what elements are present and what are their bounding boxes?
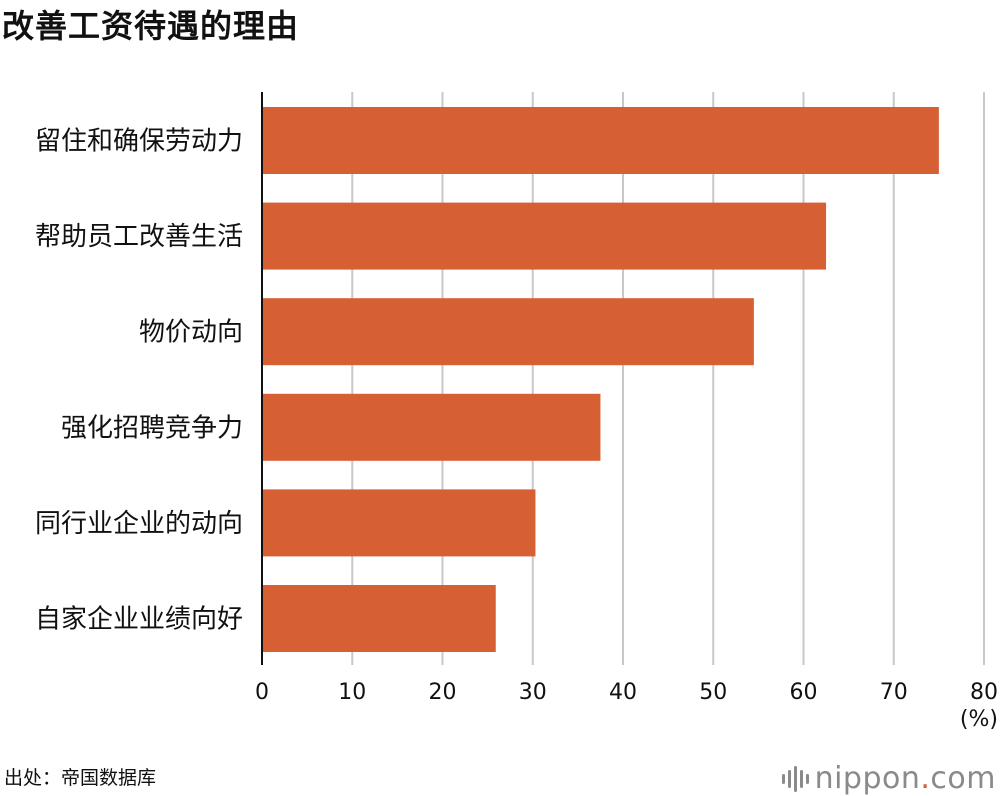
bar — [262, 585, 496, 652]
logo-wordmark: nippon. com — [815, 764, 996, 794]
category-label: 强化招聘竞争力 — [61, 413, 243, 443]
x-tick-label: 50 — [699, 680, 727, 705]
source-note: 出处：帝国数据库 — [4, 767, 157, 789]
bar — [262, 393, 601, 461]
category-label: 留住和确保劳动力 — [35, 127, 243, 157]
category-label: 物价动向 — [139, 318, 243, 348]
x-tick-label: 70 — [880, 680, 908, 705]
category-label: 自家企业业绩向好 — [35, 605, 243, 635]
x-tick-label: 20 — [429, 680, 457, 705]
bar — [262, 298, 754, 366]
logo-tld-text: com — [930, 761, 996, 796]
bars — [262, 107, 939, 652]
category-labels: 留住和确保劳动力帮助员工改善生活物价动向强化招聘竞争力同行业企业的动向自家企业业… — [35, 127, 243, 635]
logo-mark-icon — [781, 766, 809, 792]
x-tick-label: 60 — [790, 680, 818, 705]
x-tick-label: 0 — [255, 680, 269, 705]
bar — [262, 202, 827, 270]
x-tick-label: 80 — [970, 680, 998, 705]
x-axis-ticks: 0 10 20 30 40 50 60 70 80 — [255, 680, 998, 705]
gridlines — [351, 92, 985, 665]
category-label: 帮助员工改善生活 — [35, 222, 243, 252]
category-label: 同行业企业的动向 — [35, 509, 243, 539]
x-tick-label: 40 — [609, 680, 637, 705]
bar — [262, 489, 536, 557]
x-tick-label: 10 — [338, 680, 366, 705]
page-title: 改善工资待遇的理由 — [2, 7, 300, 45]
logo-dot: . — [920, 761, 931, 796]
logo-main-text: nippon — [814, 761, 921, 796]
nippon-logo: nippon. com — [781, 764, 996, 794]
x-axis-unit-label: (%) — [960, 707, 998, 732]
x-tick-label: 30 — [519, 680, 547, 705]
bar — [262, 107, 939, 174]
